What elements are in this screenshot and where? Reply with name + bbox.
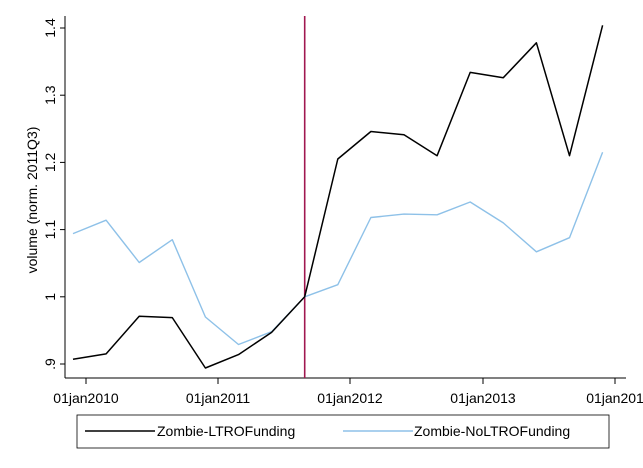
y-tick-label: 1 [42, 293, 58, 301]
x-tick-label: 01jan2011 [186, 390, 251, 406]
y-axis: .9 1 1.1 1.2 1.3 1.4 [42, 18, 65, 370]
x-tick-label: 01jan2012 [317, 390, 383, 406]
x-tick-label: 01jan2010 [53, 390, 119, 406]
y-tick-label: .9 [42, 358, 58, 370]
plot-area [64, 16, 626, 379]
y-tick-label: 1.2 [42, 152, 58, 172]
legend-label-series-1: Zombie-LTROFunding [157, 423, 295, 439]
y-tick-label: 1.3 [42, 85, 58, 105]
y-tick-label: 1.4 [42, 18, 58, 38]
x-tick-label: 01jan2013 [450, 390, 516, 406]
x-axis: 01jan2010 01jan2011 01jan2012 01jan2013 01ja… [53, 378, 643, 406]
y-tick-label: 1.1 [42, 220, 58, 240]
series-layer [72, 16, 604, 378]
x-tick-label: 01jan201 [586, 390, 643, 406]
y-axis-label: volume (norm. 2011Q3) [24, 127, 40, 274]
legend-label-series-2: Zombie-NoLTROFunding [414, 423, 570, 439]
legend: Zombie-LTROFunding Zombie-NoLTROFunding [76, 414, 610, 449]
series-line-2 [72, 152, 604, 346]
series-line-1 [72, 25, 604, 369]
